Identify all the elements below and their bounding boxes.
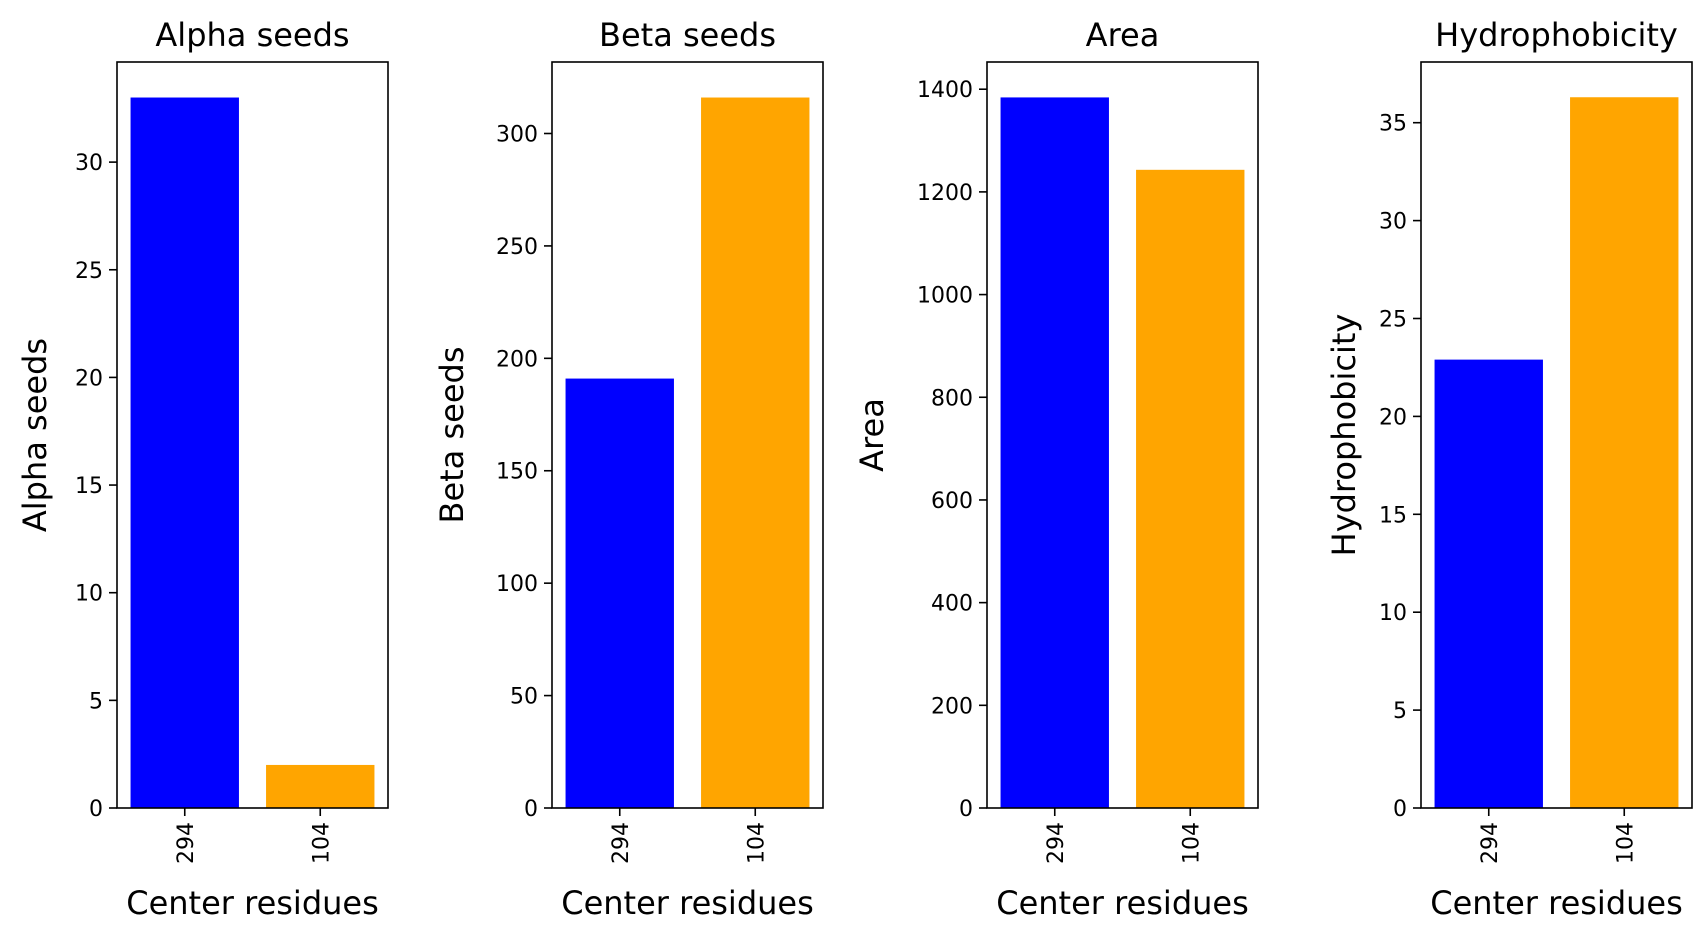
y-tick-label: 800: [931, 386, 973, 411]
y-axis-label: Area: [853, 398, 891, 472]
bar-104: [1570, 97, 1679, 809]
x-axis-label: Center residues: [1430, 884, 1683, 922]
bar-294: [1434, 359, 1543, 808]
y-axis-label: Beta seeds: [433, 347, 471, 524]
y-tick-label: 25: [75, 259, 103, 284]
x-tick-label: 294: [1044, 822, 1069, 864]
x-axis-label: Center residues: [996, 884, 1249, 922]
y-tick-label: 25: [1379, 307, 1407, 332]
y-axis-label: Alpha seeds: [16, 338, 54, 532]
subplot-4: 0 5 10 15 20 25 30 35 294 104 Hydrophobicity Center…: [1325, 16, 1693, 922]
y-tick-label: 10: [1379, 601, 1407, 626]
y-tick-label: 0: [524, 797, 538, 822]
y-tick-label: 200: [496, 347, 538, 372]
y-tick-label: 20: [1379, 405, 1407, 430]
axes-frame: [986, 61, 1259, 809]
y-tick-label: 250: [496, 235, 538, 260]
y-tick-label: 1200: [917, 181, 973, 206]
y-tick-label: 200: [931, 694, 973, 719]
y-tick-label: 15: [75, 474, 103, 499]
bar-294: [1000, 97, 1109, 808]
y-tick-label: 5: [89, 689, 103, 714]
subplot-2: 0 50 100 150 200 250 300 294 104 Beta seeds Center…: [433, 16, 824, 922]
axes-frame: [116, 61, 389, 809]
subplot-3: 0 200 400 600 800 1000 1200 1400 294 104 Area Cente…: [853, 16, 1259, 922]
x-axis-label: Center residues: [126, 884, 379, 922]
y-tick-label: 0: [89, 797, 103, 822]
y-tick-label: 150: [496, 460, 538, 485]
x-tick-label: 104: [744, 822, 769, 864]
bar-294: [565, 378, 674, 808]
axes-frame: [551, 61, 824, 809]
y-tick-label: 35: [1379, 112, 1407, 137]
chart-title: Hydrophobicity: [1435, 16, 1678, 54]
chart-title: Alpha seeds: [155, 16, 349, 54]
x-axis-label: Center residues: [561, 884, 814, 922]
bar-104: [701, 97, 810, 809]
y-tick-label: 100: [496, 572, 538, 597]
x-tick-label: 104: [309, 822, 334, 864]
x-tick-label: 294: [174, 822, 199, 864]
x-tick-label: 294: [1478, 822, 1503, 864]
y-tick-label: 30: [1379, 210, 1407, 235]
y-tick-label: 600: [931, 489, 973, 514]
x-tick-label: 104: [1179, 822, 1204, 864]
y-tick-label: 0: [959, 797, 973, 822]
subplot-1: 0 5 10 15 20 25 30 294 104 Alpha seeds Center resi…: [16, 16, 389, 922]
chart-title: Area: [1086, 16, 1160, 54]
y-tick-label: 20: [75, 366, 103, 391]
y-tick-label: 10: [75, 582, 103, 607]
y-tick-label: 30: [75, 151, 103, 176]
axes-frame: [1420, 61, 1693, 809]
chart-title: Beta seeds: [599, 16, 776, 54]
x-tick-label: 104: [1613, 822, 1638, 864]
bar-104: [1136, 169, 1245, 809]
y-tick-label: 1400: [917, 78, 973, 103]
y-tick-label: 300: [496, 122, 538, 147]
x-tick-label: 294: [609, 822, 634, 864]
bar-294: [130, 97, 239, 809]
y-tick-label: 0: [1393, 797, 1407, 822]
y-tick-label: 5: [1393, 699, 1407, 724]
bar-104: [266, 764, 375, 808]
y-tick-label: 1000: [917, 284, 973, 309]
y-tick-label: 50: [510, 685, 538, 710]
y-tick-label: 15: [1379, 503, 1407, 528]
y-axis-label: Hydrophobicity: [1325, 314, 1363, 557]
y-tick-label: 400: [931, 592, 973, 617]
